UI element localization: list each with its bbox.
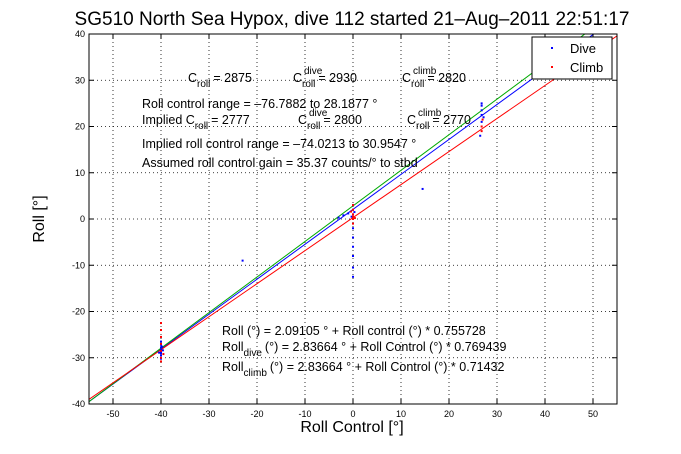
equation-roll: Roll (°) = 2.09105 ° + Roll control (°) … bbox=[222, 324, 486, 338]
x-tick-label: 0 bbox=[350, 409, 355, 419]
assumed-gain: Assumed roll control gain = 35.37 counts… bbox=[142, 156, 418, 170]
data-point-dive bbox=[482, 116, 485, 119]
data-point-dive bbox=[480, 102, 483, 105]
data-point-climb bbox=[160, 360, 162, 363]
data-point-dive bbox=[161, 349, 164, 352]
y-axis-label: Roll [°] bbox=[31, 195, 48, 242]
data-point-dive bbox=[347, 212, 350, 215]
data-point-climb bbox=[350, 210, 353, 213]
plot-area: -50 -40 -30 -20 -10 0 10 20 30 40 50 -40 -30 -20 -10 0 1… bbox=[72, 29, 618, 419]
data-point-climb bbox=[352, 204, 354, 207]
legend-box bbox=[531, 36, 613, 80]
x-axis-label: Roll Control [°] bbox=[300, 419, 403, 436]
x-tick-label: 40 bbox=[540, 409, 550, 419]
data-point-climb bbox=[352, 215, 354, 218]
data-point-dive bbox=[353, 211, 356, 214]
y-tick-label: 20 bbox=[75, 122, 85, 132]
legend-label-climb: Climb bbox=[570, 60, 603, 75]
data-point-climb bbox=[160, 356, 162, 359]
data-point-dive bbox=[480, 113, 483, 116]
data-point-dive bbox=[337, 216, 340, 219]
implied-c-roll-climb-sup: climb bbox=[418, 108, 442, 119]
implied-range: Implied roll control range = –74.0213 to… bbox=[142, 137, 416, 151]
data-point-dive bbox=[480, 120, 483, 123]
legend: Dive Climb bbox=[531, 36, 613, 80]
equation-roll-dive: Rolldive (°) = 2.83664 ° + Roll Control (… bbox=[222, 340, 506, 359]
c-roll: Croll = 2875 bbox=[188, 71, 252, 90]
y-tick-label: 30 bbox=[75, 75, 85, 85]
data-point-climb bbox=[352, 208, 354, 211]
chart-title: SG510 North Sea Hypox, dive 112 started … bbox=[75, 9, 630, 30]
data-point-climb bbox=[160, 342, 162, 345]
data-point-dive bbox=[352, 275, 354, 278]
data-point-dive bbox=[352, 245, 354, 248]
y-tick-label: -10 bbox=[72, 260, 85, 270]
legend-label-dive: Dive bbox=[570, 41, 596, 56]
legend-marker-climb bbox=[551, 66, 553, 68]
implied-c-roll: Implied Croll = 2777 bbox=[142, 113, 250, 132]
y-tick-label: -40 bbox=[72, 399, 85, 409]
data-point-dive bbox=[480, 104, 483, 107]
annotations: Croll = 2875 Croll = 2930 dive Croll = 2820… bbox=[142, 66, 506, 379]
c-roll-climb-sup: climb bbox=[413, 66, 437, 77]
x-tick-label: -20 bbox=[250, 409, 263, 419]
data-point-dive bbox=[352, 236, 354, 239]
x-tick-label: 50 bbox=[588, 409, 598, 419]
roll-control-range: Roll control range = –76.7882 to 28.1877… bbox=[142, 97, 377, 111]
implied-c-roll-dive-sup: dive bbox=[309, 108, 328, 119]
data-point-dive bbox=[479, 134, 482, 137]
data-point-dive bbox=[160, 354, 162, 357]
c-roll-dive-sup: dive bbox=[304, 66, 323, 77]
c-roll-dive: Croll = 2930 bbox=[293, 71, 357, 90]
x-tick-label: 10 bbox=[396, 409, 406, 419]
data-point-dive bbox=[342, 214, 345, 217]
data-point-climb bbox=[352, 222, 354, 225]
data-point-climb bbox=[160, 329, 162, 331]
x-tick-label: 30 bbox=[492, 409, 502, 419]
data-point-dive bbox=[160, 345, 163, 348]
data-point-climb bbox=[353, 217, 356, 220]
data-point-dive bbox=[350, 215, 353, 218]
data-point-climb bbox=[160, 322, 162, 325]
implied-c-roll-dive: Croll = 2800 bbox=[298, 113, 362, 132]
y-tick-label: 0 bbox=[80, 214, 85, 224]
data-point-dive bbox=[352, 266, 354, 269]
x-tick-label: -30 bbox=[202, 409, 215, 419]
data-point-dive bbox=[352, 227, 354, 230]
y-tick-label: -20 bbox=[72, 307, 85, 317]
y-tick-label: -30 bbox=[72, 353, 85, 363]
equation-roll-climb: Rollclimb (°) = 2.83664 ° + Roll Control … bbox=[222, 360, 505, 379]
data-point-dive bbox=[480, 109, 483, 112]
x-tick-label: 20 bbox=[444, 409, 454, 419]
data-point-climb bbox=[352, 213, 354, 216]
data-point-dive bbox=[241, 259, 244, 262]
data-point-climb bbox=[160, 349, 162, 352]
data-point-climb bbox=[480, 125, 483, 128]
legend-marker-dive bbox=[551, 47, 553, 49]
data-point-climb bbox=[160, 335, 162, 338]
data-point-climb bbox=[352, 218, 354, 220]
x-tick-label: -50 bbox=[106, 409, 119, 419]
data-point-dive bbox=[352, 255, 354, 257]
data-point-climb bbox=[480, 130, 483, 133]
x-tick-label: -40 bbox=[154, 409, 167, 419]
implied-c-roll-climb: Croll = 2770 bbox=[407, 113, 471, 132]
data-point-dive bbox=[160, 340, 162, 343]
c-roll-climb: Croll = 2820 bbox=[402, 71, 466, 90]
y-tick-label: 10 bbox=[75, 168, 85, 178]
data-point-dive bbox=[421, 187, 424, 190]
x-tick-label: -10 bbox=[298, 409, 311, 419]
data-point-dive bbox=[160, 352, 162, 355]
data-point-dive bbox=[158, 351, 161, 354]
data-point-climb bbox=[162, 353, 165, 356]
data-point-climb bbox=[481, 118, 484, 121]
y-tick-label: 40 bbox=[75, 29, 85, 39]
